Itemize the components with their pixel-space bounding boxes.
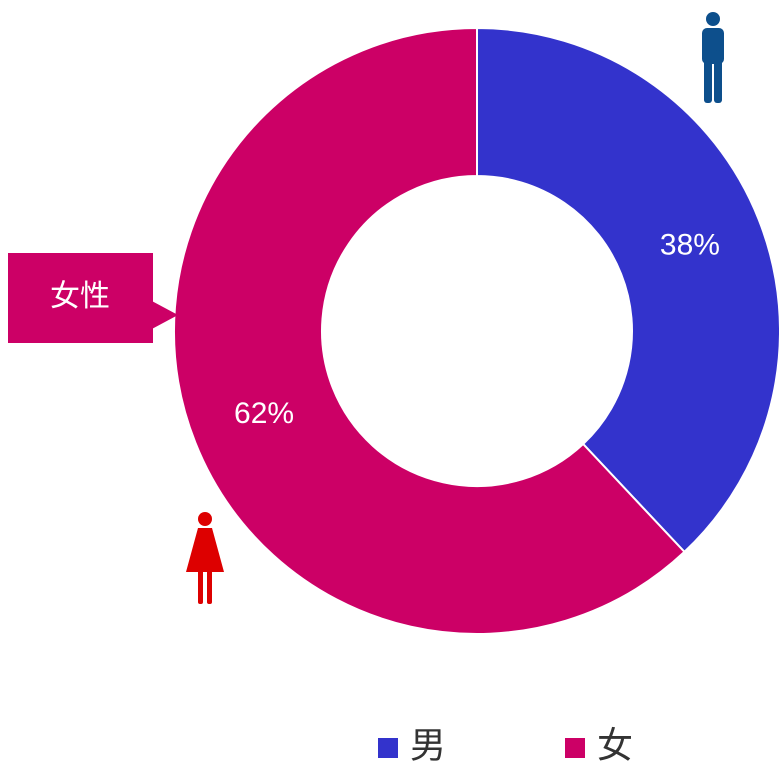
value-label: 62% [234, 397, 294, 430]
callout-pointer [150, 300, 178, 330]
donut: 38% 62% [173, 26, 779, 635]
legend: 男女 [378, 725, 633, 765]
legend-label: 男 [410, 725, 446, 765]
callout-box [8, 253, 153, 343]
male-icon [702, 12, 724, 103]
slice [173, 26, 686, 635]
callout: 女性 [8, 253, 178, 343]
female-icon [186, 512, 224, 604]
legend-swatch [378, 738, 398, 758]
slice [476, 26, 779, 554]
legend-swatch [565, 738, 585, 758]
legend-label: 女 [597, 725, 633, 765]
callout-text: 女性 [50, 280, 110, 313]
value-label: 38% [660, 229, 720, 262]
